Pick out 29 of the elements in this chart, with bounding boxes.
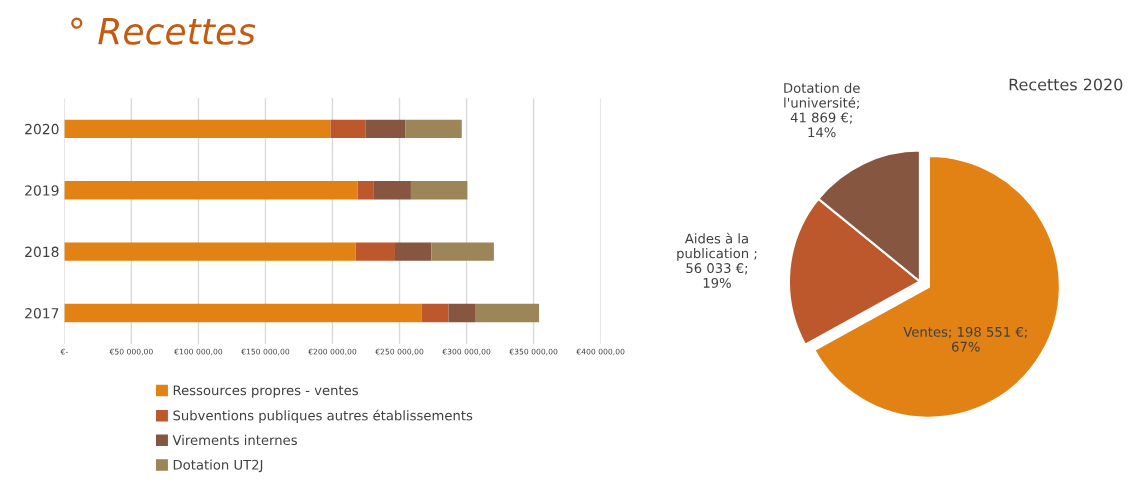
bar xyxy=(64,242,356,261)
bar xyxy=(431,242,494,261)
bar xyxy=(421,303,449,323)
bar xyxy=(373,181,411,200)
bar xyxy=(64,181,358,200)
chart-title: Recettes 2020 xyxy=(1009,78,1123,91)
legend-label: Dotation UT2J xyxy=(173,459,263,473)
legend-label: Subventions publiques autres établissements xyxy=(173,409,473,423)
y-tick-label: 2020 xyxy=(25,123,59,135)
bar xyxy=(357,181,374,200)
bar xyxy=(355,242,395,261)
bar xyxy=(405,119,462,139)
bar xyxy=(394,242,432,261)
bar xyxy=(448,303,476,323)
bar xyxy=(475,303,540,323)
bar xyxy=(365,119,406,139)
slice-label: Ventes; 198 551 €; 67% xyxy=(903,326,1027,352)
bar xyxy=(64,119,331,139)
bar xyxy=(410,181,468,200)
bar xyxy=(330,119,366,139)
legend-label: Virements internes xyxy=(172,434,297,446)
y-tick-label: 2019 xyxy=(25,185,59,196)
slice-label: Dotation de l'université; 41 869 €; 14% xyxy=(784,82,860,138)
slice-label: Aides à la publication ; 56 033 €; 19% xyxy=(677,232,757,288)
bar xyxy=(64,303,422,323)
legend-label: Ressources propres - ventes xyxy=(173,385,358,398)
y-tick-label: 2018 xyxy=(25,246,59,258)
y-tick-label: 2017 xyxy=(25,307,59,319)
chart-title: ° Recettes xyxy=(71,17,256,45)
